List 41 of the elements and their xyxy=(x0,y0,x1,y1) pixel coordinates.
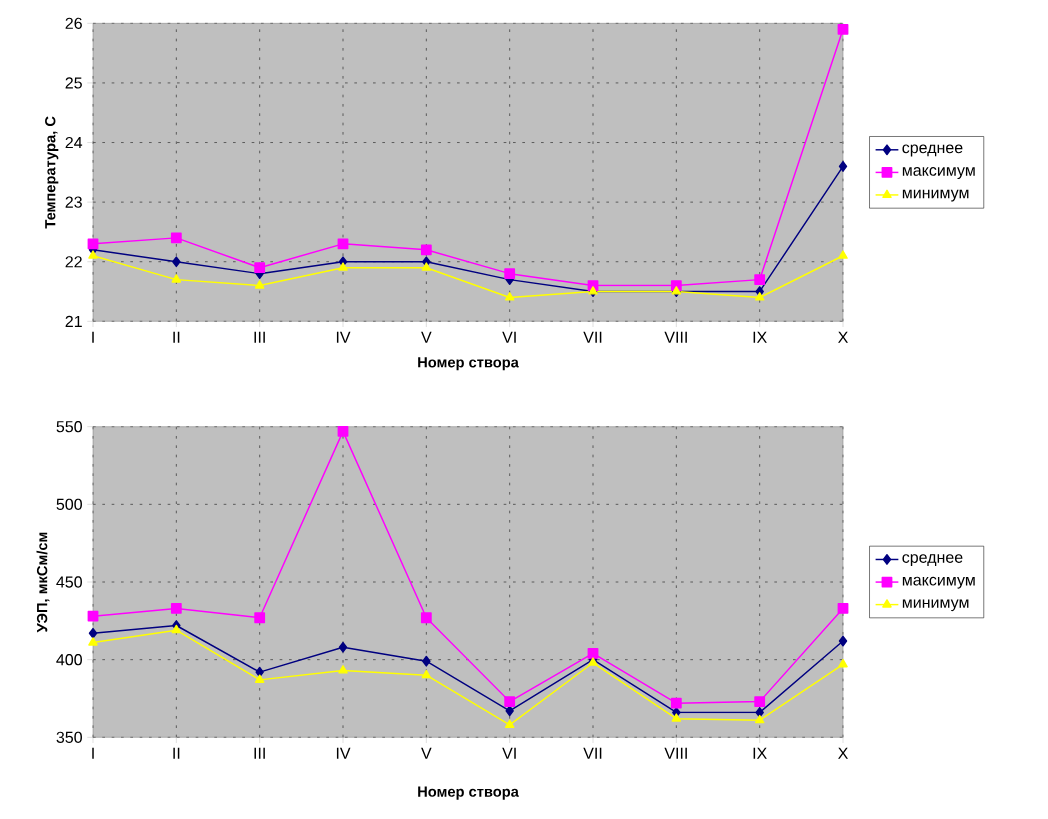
x-tick-label: V xyxy=(421,747,432,759)
y-tick-label: 400 xyxy=(56,654,82,666)
y-tick-label: 550 xyxy=(56,421,82,433)
x-tick-label: VIII xyxy=(664,747,687,759)
x-tick-label: IV xyxy=(336,747,351,759)
legend-label: минимум xyxy=(902,189,969,202)
x-axis-title: Номер створа xyxy=(418,357,519,371)
x-tick-label: IV xyxy=(336,331,351,343)
x-tick-label: I xyxy=(92,747,94,759)
x-tick-label: VII xyxy=(583,331,602,343)
y-tick-label: 22 xyxy=(65,256,82,268)
legend-label: максимум xyxy=(902,576,975,589)
x-tick-label: X xyxy=(838,331,848,343)
y-axis-title: Температура, С xyxy=(45,116,59,229)
y-tick-label: 23 xyxy=(65,196,82,208)
x-tick-label: III xyxy=(254,331,265,343)
x-tick-label: X xyxy=(838,747,848,759)
x-tick-label: VI xyxy=(502,747,516,759)
y-tick-label: 350 xyxy=(56,731,82,743)
x-tick-label: III xyxy=(254,747,265,759)
legend-label: максимум xyxy=(902,167,975,180)
y-axis-title: УЭП, мкСм/см xyxy=(36,532,50,633)
x-tick-label: IX xyxy=(753,331,767,343)
y-tick-label: 26 xyxy=(65,17,82,29)
x-tick-label: II xyxy=(173,331,180,343)
x-tick-label: VI xyxy=(502,331,516,343)
x-tick-label: IX xyxy=(753,747,767,759)
x-tick-label: VIII xyxy=(664,331,687,343)
x-tick-label: II xyxy=(173,747,180,759)
x-axis-title: Номер створа xyxy=(418,786,519,800)
y-tick-label: 450 xyxy=(56,576,82,588)
x-tick-label: I xyxy=(92,331,94,343)
x-tick-label: V xyxy=(421,331,432,343)
y-tick-label: 21 xyxy=(65,315,82,327)
y-tick-label: 24 xyxy=(65,136,83,149)
legend-label: среднее xyxy=(902,144,963,157)
legend-label: минимум xyxy=(902,599,969,612)
x-tick-label: VII xyxy=(583,747,602,759)
legend-label: среднее xyxy=(902,554,963,567)
y-tick-label: 25 xyxy=(65,77,82,89)
y-tick-label: 500 xyxy=(56,498,82,510)
